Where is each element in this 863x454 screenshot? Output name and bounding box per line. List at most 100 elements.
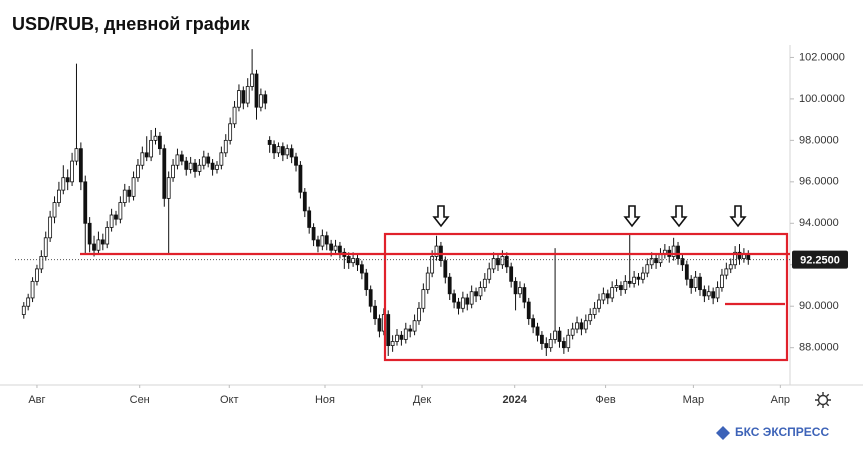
candle-body (421, 289, 426, 309)
candle-body (175, 154, 180, 166)
candle-body (57, 189, 61, 203)
range-box (383, 232, 789, 362)
candle-body (680, 258, 685, 266)
candle-body (610, 287, 615, 299)
candle-body (693, 276, 698, 288)
x-tick-label: Фев (595, 394, 615, 406)
candle-body (184, 160, 189, 170)
candle-body (228, 123, 233, 141)
x-tick-label: Авг (28, 394, 45, 406)
candle-body (237, 90, 241, 108)
y-tick-label: 100.0000 (799, 93, 845, 105)
candle-body (601, 293, 606, 301)
candle-body (504, 256, 509, 268)
candle-body (518, 287, 522, 295)
candle-body (329, 243, 334, 251)
candle-body (619, 285, 623, 291)
candle-body (373, 305, 377, 320)
candle-body (285, 148, 290, 156)
candle-body (487, 268, 492, 280)
candle-body (496, 258, 500, 266)
y-tick-label: 94.0000 (799, 217, 839, 229)
x-tick-label: Ноя (315, 394, 335, 406)
candle-body (443, 260, 448, 278)
brand-logo: БКС ЭКСПРЕСС (716, 425, 829, 440)
y-tick-label: 96.0000 (799, 176, 839, 188)
candle-body (122, 189, 127, 203)
candle-body (654, 258, 658, 264)
candle-body (158, 135, 162, 150)
candle-body (30, 280, 35, 299)
candle-body (430, 256, 435, 274)
candle-body (162, 148, 167, 199)
candle-body (153, 135, 158, 141)
candle-body (206, 156, 211, 164)
candle-body (258, 94, 263, 108)
settings-icon[interactable] (815, 392, 831, 408)
candle-body (557, 330, 562, 342)
last-price-label: 92.2500 (800, 254, 840, 266)
gear-teeth[interactable] (815, 392, 831, 408)
candle-body (689, 278, 694, 288)
brand-text: БКС ЭКСПРЕСС (735, 425, 829, 439)
candle-body (21, 305, 26, 315)
y-tick-label: 88.0000 (799, 342, 839, 354)
candle-body (280, 146, 285, 156)
candle-body (535, 326, 540, 336)
candle-body (460, 297, 465, 309)
last-price-box (792, 250, 848, 269)
candle-body (526, 301, 531, 320)
candle-body (140, 152, 145, 166)
candle-body (298, 164, 303, 193)
candle-body (403, 328, 408, 340)
logo-mark (716, 426, 730, 440)
candle-body (548, 338, 553, 349)
candle-body (482, 278, 487, 288)
candle-body (100, 239, 105, 245)
candle-body (118, 202, 123, 220)
candle-body (223, 139, 228, 154)
candle-body (395, 334, 399, 342)
candle-body (711, 291, 716, 299)
candle-body (531, 318, 536, 328)
candle-body (399, 334, 404, 340)
gear[interactable] (817, 394, 829, 406)
candle-body (96, 239, 101, 251)
candle-body (500, 256, 505, 266)
candle-body (566, 334, 571, 349)
candle-body (544, 343, 549, 349)
candle-body (540, 334, 544, 344)
candle-body (746, 253, 751, 260)
arrow (623, 205, 641, 228)
candle-body (583, 320, 588, 330)
candle-body (509, 266, 514, 282)
candle-body (149, 139, 154, 158)
candle-body (671, 245, 676, 257)
candle-body (35, 268, 39, 282)
candle-body (188, 162, 193, 170)
chart-title: USD/RUB, дневной график (12, 14, 251, 34)
candle-body (302, 191, 307, 212)
candle-body (649, 258, 654, 266)
candle-body (588, 314, 593, 322)
candle-body (579, 322, 584, 330)
candle-body (434, 245, 439, 257)
candle-body (316, 239, 320, 247)
candle-body (553, 330, 557, 340)
candle-body (623, 280, 628, 291)
candle-body (724, 268, 729, 276)
candle-body (245, 86, 250, 104)
candle-body (597, 299, 601, 309)
candle-body (425, 272, 430, 291)
annotations (80, 232, 790, 362)
candle-body (324, 235, 329, 245)
candle-body (469, 291, 474, 305)
candle-body (561, 341, 566, 349)
candle-body (114, 214, 118, 220)
candle-body (131, 177, 136, 197)
candle-body (320, 235, 325, 247)
candle-body (215, 164, 219, 170)
candle-body (386, 314, 391, 347)
